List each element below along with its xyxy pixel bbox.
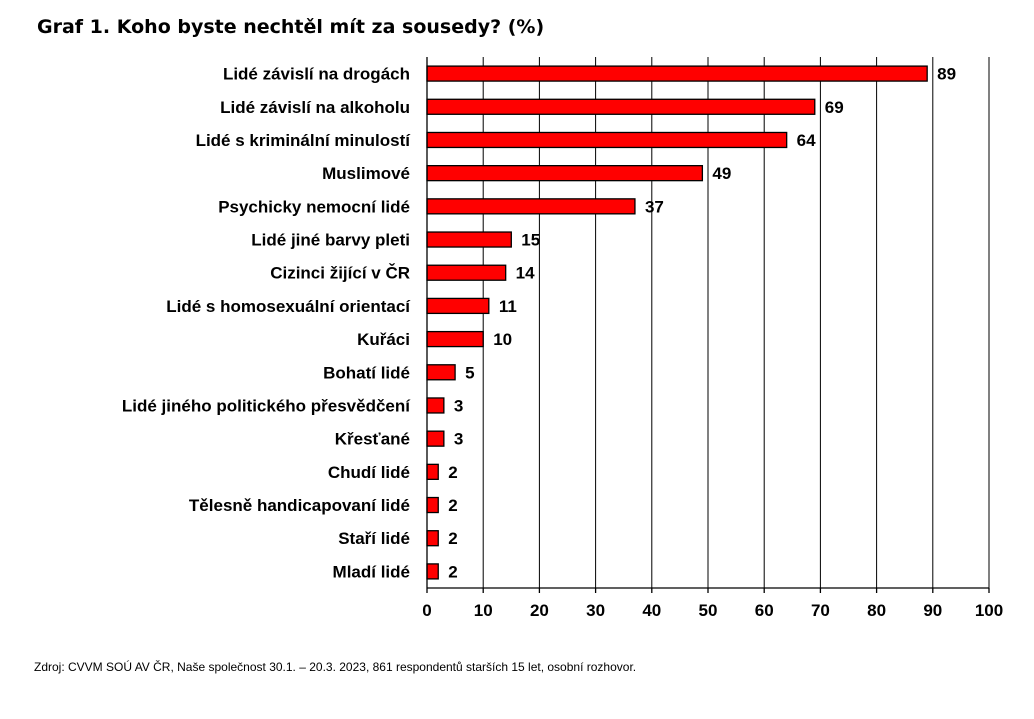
category-label: Lidé jiné barvy pleti — [251, 231, 410, 250]
value-label: 11 — [499, 297, 517, 316]
category-label: Lidé s homosexuální orientací — [166, 297, 411, 316]
x-tick-label: 10 — [474, 601, 493, 620]
category-label: Lidé s kriminální minulostí — [196, 131, 412, 150]
category-label: Tělesně handicapovaní lidé — [189, 496, 410, 515]
bar — [426, 297, 490, 315]
x-tick-label: 70 — [811, 601, 830, 620]
value-label: 69 — [825, 98, 844, 117]
x-tick-label: 80 — [867, 601, 886, 620]
value-label: 2 — [448, 496, 457, 515]
bar — [426, 65, 928, 82]
value-label: 3 — [454, 396, 463, 415]
category-label: Kuřáci — [357, 330, 410, 349]
category-label: Chudí lidé — [328, 463, 410, 482]
value-label: 5 — [465, 363, 474, 382]
bars — [426, 65, 928, 580]
x-tick-label: 20 — [530, 601, 549, 620]
bar — [426, 496, 439, 514]
x-axis: 0 10 20 30 40 50 60 70 80 90 100 — [422, 57, 1003, 620]
category-label: Staří lidé — [338, 529, 410, 548]
category-label: Lidé závislí na drogách — [223, 65, 410, 84]
bar — [426, 530, 439, 547]
x-tick-label: 0 — [422, 601, 431, 620]
value-label: 2 — [448, 529, 457, 548]
value-label: 14 — [516, 264, 535, 283]
source-note: Zdroj: CVVM SOÚ AV ČR, Naše společnost 3… — [34, 660, 637, 674]
bar — [426, 165, 704, 182]
gridlines — [482, 57, 990, 588]
category-label: Mladí lidé — [333, 562, 410, 581]
value-label: 64 — [797, 131, 816, 150]
value-label: 37 — [645, 197, 664, 216]
value-label: 15 — [521, 231, 540, 250]
chart-title: Graf 1. Koho byste nechtěl mít za soused… — [37, 16, 545, 38]
x-tick-label: 90 — [923, 601, 942, 620]
value-label: 3 — [454, 430, 463, 449]
bar — [426, 231, 512, 248]
bar — [426, 330, 484, 348]
category-label: Cizinci žijící v ČR — [270, 264, 410, 283]
bar — [426, 397, 445, 414]
bar — [426, 563, 439, 580]
x-tick-label: 60 — [755, 601, 774, 620]
x-tick-label: 50 — [699, 601, 718, 620]
bar — [426, 198, 636, 215]
category-label: Lidé jiného politického přesvědčení — [122, 396, 411, 415]
value-label: 10 — [493, 330, 512, 349]
bar — [426, 264, 507, 281]
category-label: Křesťané — [335, 430, 410, 449]
x-tick-label: 100 — [975, 601, 1003, 620]
x-tick-label: 40 — [642, 601, 661, 620]
category-label: Psychicky nemocní lidé — [218, 197, 410, 216]
bar — [426, 430, 445, 447]
bar — [426, 463, 439, 480]
category-label: Muslimové — [322, 164, 410, 183]
x-tick-label: 30 — [586, 601, 605, 620]
value-label: 2 — [448, 463, 457, 482]
value-label: 49 — [712, 164, 731, 183]
bar — [426, 131, 788, 149]
category-label: Lidé závislí na alkoholu — [220, 98, 410, 117]
category-labels: Lidé závislí na drogách Lidé závislí na a… — [122, 65, 411, 582]
value-label: 89 — [937, 65, 956, 84]
bar — [426, 364, 456, 381]
value-label: 2 — [448, 562, 457, 581]
bar — [426, 98, 816, 115]
category-label: Bohatí lidé — [323, 363, 410, 382]
